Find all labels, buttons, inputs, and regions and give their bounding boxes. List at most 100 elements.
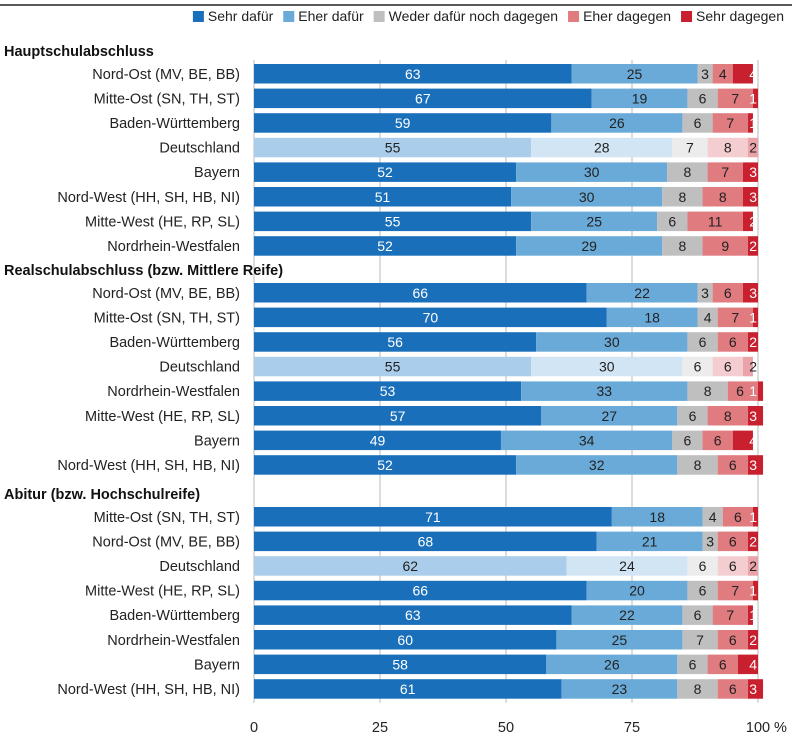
bar-segment: [500, 430, 673, 451]
bar-segment: [682, 630, 718, 650]
group-title: Hauptschulabschluss: [4, 44, 154, 60]
bar-segment: [732, 430, 753, 451]
data-label: 55: [385, 140, 401, 156]
bar-segment: [717, 307, 753, 328]
bar-segment: [742, 356, 753, 377]
bar-segment: [546, 654, 678, 675]
bar-segment: [531, 137, 673, 158]
data-label: 6: [694, 115, 702, 131]
bar-segment: [712, 64, 733, 84]
bar-segment: [566, 556, 688, 576]
legend-swatch: [681, 11, 693, 22]
data-label: 3: [701, 66, 709, 82]
data-label: 8: [694, 457, 702, 473]
category-label: Mitte-West (HE, RP, SL): [85, 584, 240, 600]
bar-segment: [717, 531, 748, 552]
bar-segment: [254, 137, 532, 158]
data-label: 2: [749, 213, 757, 229]
data-label: 3: [749, 457, 757, 473]
bar-segment: [752, 88, 758, 109]
bar-segment: [747, 531, 758, 552]
data-label: 6: [714, 432, 722, 448]
data-label: 2: [749, 359, 757, 375]
data-label: 8: [724, 140, 732, 156]
bar-segment: [516, 455, 678, 475]
bar-segment: [254, 211, 532, 232]
bar-segment: [254, 531, 597, 552]
legend-swatch: [283, 11, 295, 22]
data-label: 7: [721, 164, 729, 180]
data-label: 1: [749, 309, 757, 325]
bar-segment: [254, 64, 572, 84]
data-label: 70: [423, 309, 439, 325]
bar-segment: [254, 630, 557, 650]
data-label: 66: [413, 285, 429, 301]
bar-segment: [254, 356, 532, 377]
bar-segment: [747, 455, 764, 475]
category-label: Nord-West (HH, SH, HB, NI): [57, 190, 240, 206]
bar-segment: [551, 113, 683, 133]
bar-segment: [747, 556, 758, 576]
bar-segment: [747, 406, 764, 426]
data-label: 19: [632, 90, 648, 106]
bar-segment: [732, 64, 753, 84]
category-label: Nordrhein-Westfalen: [107, 633, 240, 649]
data-label: 6: [724, 359, 732, 375]
bar-segment: [571, 605, 683, 625]
bar-segment: [662, 187, 703, 207]
bar-segment: [702, 531, 718, 552]
data-label: 4: [709, 509, 717, 525]
data-label: 8: [719, 189, 727, 205]
category-label: Mitte-Ost (SN, TH, ST): [94, 510, 240, 526]
bar-segment: [752, 580, 758, 601]
bar-segment: [571, 64, 698, 84]
x-axis: 0 25 50 75 100%: [250, 720, 787, 736]
bar-segment: [531, 211, 658, 232]
data-label: 53: [380, 383, 396, 399]
category-label: Nordrhein-Westfalen: [107, 384, 240, 400]
bar-segment: [717, 580, 753, 601]
bar-segment: [254, 283, 587, 303]
data-label: 1: [749, 90, 757, 106]
data-label: 7: [731, 90, 739, 106]
data-label: 63: [405, 66, 421, 82]
data-label: 3: [749, 408, 757, 424]
data-label: 32: [589, 457, 605, 473]
bar-segment: [611, 507, 703, 527]
data-label: 6: [736, 383, 744, 399]
bar-segment: [541, 406, 678, 426]
bar-segment: [511, 187, 663, 207]
bar-segment: [697, 64, 713, 84]
data-label: 71: [425, 509, 441, 525]
legend: Sehr dafür Eher dafür Weder dafür noch dag…: [192, 8, 784, 24]
bar-segment: [707, 406, 748, 426]
category-label: Mitte-West (HE, RP, SL): [85, 214, 240, 230]
data-label: 8: [694, 681, 702, 697]
category-label: Nord-West (HH, SH, HB, NI): [57, 458, 240, 474]
bar-segment: [742, 187, 758, 207]
bar-segment: [254, 605, 572, 625]
category-label: Nordrhein-Westfalen: [107, 239, 240, 255]
bar-segment: [752, 507, 758, 527]
data-label: 28: [594, 140, 610, 156]
bar-segment: [737, 654, 758, 675]
category-label: Bayern: [194, 657, 240, 673]
bar-segment: [712, 605, 748, 625]
group-title: Abitur (bzw. Hochschulreife): [4, 487, 200, 503]
bar-segment: [712, 356, 743, 377]
category-label: Bayern: [194, 165, 240, 181]
x-tick-label: 0: [250, 720, 258, 736]
data-label: 55: [385, 213, 401, 229]
bar-segment: [717, 455, 748, 475]
data-label: 1: [749, 509, 757, 525]
bar-segment: [717, 556, 748, 576]
bar-segment: [747, 137, 758, 158]
bar-segment: [254, 332, 537, 352]
data-label: 68: [418, 533, 434, 549]
category-label: Nord-Ost (MV, BE, BB): [92, 67, 240, 83]
bar-segment: [677, 654, 708, 675]
legend-label: Eher dagegen: [583, 8, 671, 24]
x-tick-label: 100: [746, 720, 770, 736]
data-label: 7: [726, 115, 734, 131]
data-label: 6: [734, 509, 742, 525]
